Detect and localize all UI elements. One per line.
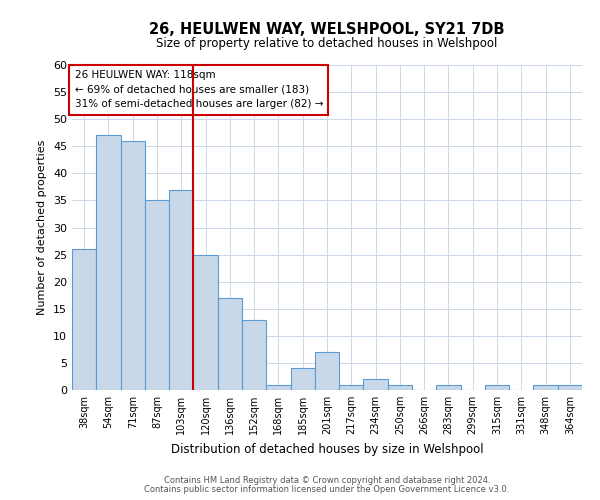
Bar xyxy=(315,352,339,390)
Bar xyxy=(339,384,364,390)
Bar xyxy=(218,298,242,390)
Bar xyxy=(169,190,193,390)
X-axis label: Distribution of detached houses by size in Welshpool: Distribution of detached houses by size … xyxy=(170,442,484,456)
Bar xyxy=(388,384,412,390)
Bar xyxy=(242,320,266,390)
Bar xyxy=(485,384,509,390)
Bar xyxy=(290,368,315,390)
Bar xyxy=(266,384,290,390)
Bar xyxy=(121,141,145,390)
Bar xyxy=(96,136,121,390)
Bar xyxy=(193,254,218,390)
Text: 26, HEULWEN WAY, WELSHPOOL, SY21 7DB: 26, HEULWEN WAY, WELSHPOOL, SY21 7DB xyxy=(149,22,505,38)
Bar xyxy=(533,384,558,390)
Bar xyxy=(145,200,169,390)
Bar xyxy=(364,379,388,390)
Text: 26 HEULWEN WAY: 118sqm
← 69% of detached houses are smaller (183)
31% of semi-de: 26 HEULWEN WAY: 118sqm ← 69% of detached… xyxy=(74,70,323,110)
Y-axis label: Number of detached properties: Number of detached properties xyxy=(37,140,47,315)
Bar xyxy=(436,384,461,390)
Text: Contains HM Land Registry data © Crown copyright and database right 2024.: Contains HM Land Registry data © Crown c… xyxy=(164,476,490,485)
Text: Size of property relative to detached houses in Welshpool: Size of property relative to detached ho… xyxy=(157,38,497,51)
Bar xyxy=(558,384,582,390)
Bar xyxy=(72,249,96,390)
Text: Contains public sector information licensed under the Open Government Licence v3: Contains public sector information licen… xyxy=(145,485,509,494)
